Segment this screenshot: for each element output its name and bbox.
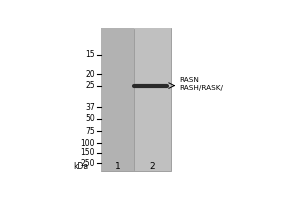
Text: 25: 25	[85, 81, 95, 90]
Bar	[101, 28, 171, 171]
Text: 250: 250	[81, 159, 95, 168]
Text: 37: 37	[85, 103, 95, 112]
Text: 50: 50	[85, 114, 95, 123]
Text: 150: 150	[81, 148, 95, 157]
Text: 1: 1	[115, 162, 121, 171]
Text: RASH/RASK/: RASH/RASK/	[179, 85, 223, 91]
Text: kDa: kDa	[73, 162, 88, 171]
Text: 100: 100	[81, 139, 95, 148]
Text: RASN: RASN	[179, 77, 199, 83]
Text: 2: 2	[150, 162, 155, 171]
Bar	[134, 28, 171, 171]
Text: 15: 15	[85, 50, 95, 59]
Bar	[101, 28, 134, 171]
Text: 75: 75	[85, 127, 95, 136]
Text: 20: 20	[85, 70, 95, 79]
